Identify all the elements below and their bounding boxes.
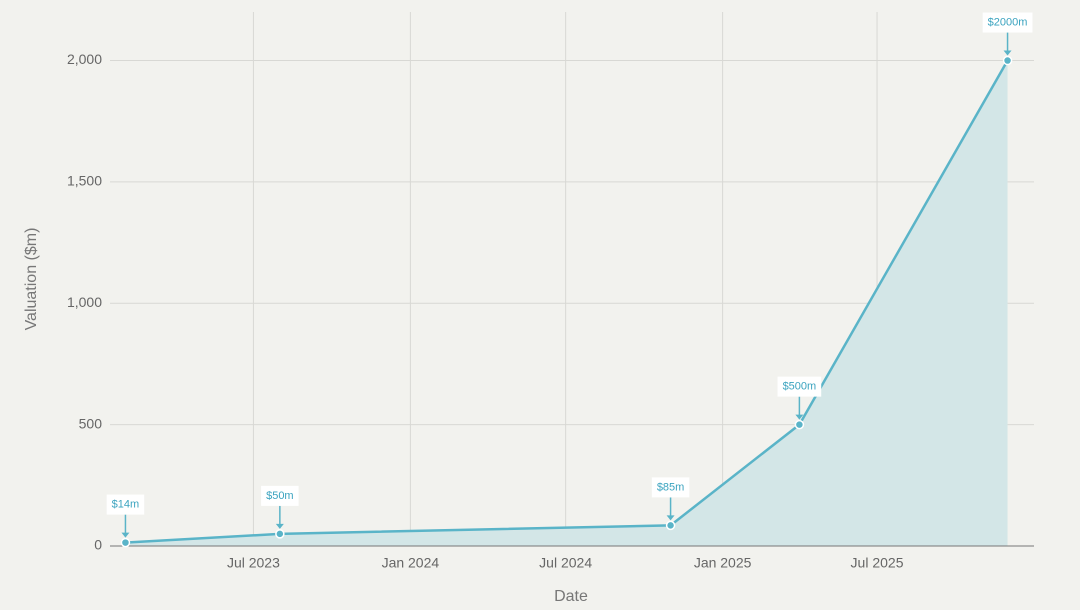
label-box (982, 12, 1033, 33)
annotation-arrowhead (1003, 50, 1012, 56)
point (794, 419, 805, 430)
y-tick-label: 1,000 (67, 294, 102, 310)
x-tick-label: Jul 2023 (227, 555, 280, 571)
x-axis-title: Date (554, 588, 588, 605)
y-tick-label: 0 (94, 537, 102, 553)
annotation-arrowhead (795, 414, 804, 420)
y-axis-title: Valuation ($m) (23, 228, 40, 331)
label-box (106, 494, 145, 515)
x-tick-label: Jan 2025 (694, 555, 752, 571)
annotation-arrowhead (121, 532, 130, 538)
point (275, 529, 285, 539)
y-tick-label: 2,000 (67, 51, 102, 67)
y-tick-label: 1,500 (67, 173, 102, 189)
value-label: $85m (657, 481, 685, 493)
label-box (651, 477, 690, 498)
area (125, 60, 1008, 546)
y-tick-label: 500 (79, 415, 103, 431)
value-label: $50m (266, 490, 294, 502)
value-label: $2000m (988, 16, 1028, 28)
x-tick-label: Jul 2025 (851, 555, 904, 571)
x-tick-label: Jan 2024 (382, 555, 440, 571)
point (120, 537, 131, 548)
point (665, 520, 676, 531)
value-label: $500m (783, 381, 817, 393)
value-label: $14m (112, 499, 140, 511)
label-box (261, 485, 299, 506)
annotation-arrowhead (666, 515, 675, 521)
point (1002, 55, 1013, 66)
x-tick-label: Jul 2024 (539, 555, 592, 571)
label-box (777, 376, 822, 397)
annotation-arrowhead (275, 523, 284, 529)
